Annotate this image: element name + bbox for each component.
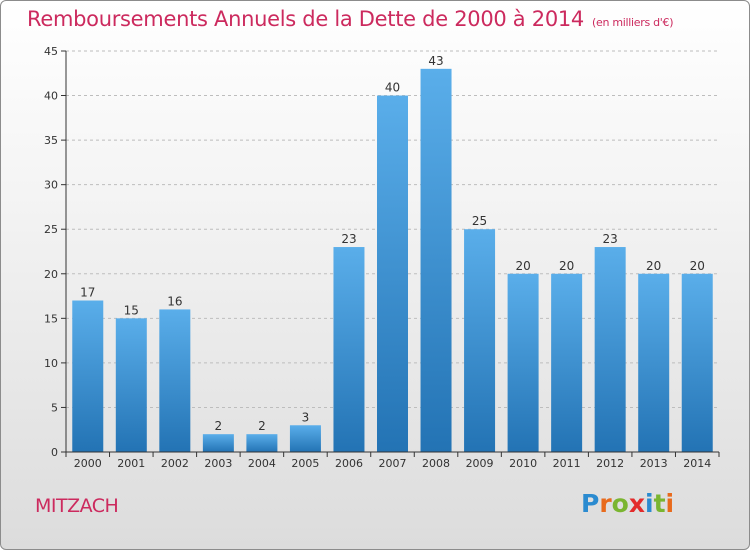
bar-2012: [594, 247, 626, 452]
data-label-2004: 2: [258, 419, 266, 433]
chart-title-text: Remboursements Annuels de la Dette de 20…: [27, 7, 584, 31]
data-label-2007: 40: [385, 81, 400, 95]
x-tick-label-2009: 2009: [466, 457, 494, 470]
y-tick-label: 40: [44, 90, 58, 103]
x-tick-label-2003: 2003: [204, 457, 232, 470]
bar-2003: [202, 434, 234, 452]
x-tick-label-2004: 2004: [248, 457, 276, 470]
data-label-2005: 3: [302, 410, 310, 424]
data-label-2009: 25: [472, 214, 487, 228]
y-tick-label: 0: [51, 446, 58, 459]
axes: 0 5 10 15 20 25 30 35 40 45 2000 2001 2002 2003 2004 20…: [44, 45, 720, 470]
x-tick-label-2012: 2012: [596, 457, 624, 470]
data-label-2002: 16: [167, 294, 182, 308]
logo-letter: x: [628, 489, 645, 518]
bar-2011: [551, 273, 583, 452]
bar-2014: [681, 273, 713, 452]
x-tick-label-2008: 2008: [422, 457, 450, 470]
bar-2001: [115, 318, 147, 452]
x-tick-label-2001: 2001: [117, 457, 145, 470]
chart-unit: (en milliers d'€): [592, 16, 674, 29]
x-tick-label-2002: 2002: [161, 457, 189, 470]
x-tick-label-2014: 2014: [683, 457, 711, 470]
y-tick-label: 5: [51, 401, 58, 414]
proxiti-logo: Proxiti: [581, 489, 674, 518]
y-tick-label: 10: [44, 357, 58, 370]
data-label-2012: 23: [603, 232, 618, 246]
data-label-2006: 23: [341, 232, 356, 246]
logo-letter: t: [653, 489, 666, 518]
y-tick-label: 35: [44, 134, 58, 147]
data-label-2014: 20: [690, 259, 705, 273]
y-tick-label: 25: [44, 223, 58, 236]
data-label-2003: 2: [215, 419, 223, 433]
data-label-2010: 20: [515, 259, 530, 273]
bar-2006: [333, 247, 365, 452]
y-tick-label: 15: [44, 312, 58, 325]
bar-2004: [246, 434, 278, 452]
bar-2007: [377, 95, 408, 453]
data-label-2001: 15: [124, 303, 139, 317]
x-tick-label-2006: 2006: [335, 457, 363, 470]
logo-letter: P: [581, 489, 600, 518]
bar-2002: [159, 309, 191, 452]
x-tick-label-2007: 2007: [379, 457, 407, 470]
y-tick-label: 30: [44, 179, 58, 192]
bar-2009: [464, 229, 496, 452]
x-tick-label-2013: 2013: [640, 457, 668, 470]
bar-2000: [72, 300, 104, 452]
x-tick-label-2010: 2010: [509, 457, 537, 470]
x-tick-label-2011: 2011: [553, 457, 581, 470]
y-tick-label: 20: [44, 268, 58, 281]
data-label-2013: 20: [646, 259, 661, 273]
logo-letter: i: [645, 489, 654, 518]
data-label-2008: 43: [428, 54, 443, 68]
bar-2010: [507, 273, 539, 452]
logo-letter: i: [665, 489, 675, 518]
bar-2008: [420, 68, 452, 453]
logo-letter: r: [599, 489, 612, 518]
data-label-2011: 20: [559, 259, 574, 273]
commune-name: MITZACH: [35, 495, 119, 517]
data-label-2000: 17: [80, 286, 95, 300]
bar-2013: [638, 273, 670, 452]
chart-title: Remboursements Annuels de la Dette de 20…: [27, 7, 673, 31]
x-tick-label-2000: 2000: [74, 457, 102, 470]
x-tick-label-2005: 2005: [291, 457, 319, 470]
y-tick-label: 45: [44, 45, 58, 58]
logo-letter: o: [611, 489, 629, 518]
bar-2005: [289, 425, 321, 452]
